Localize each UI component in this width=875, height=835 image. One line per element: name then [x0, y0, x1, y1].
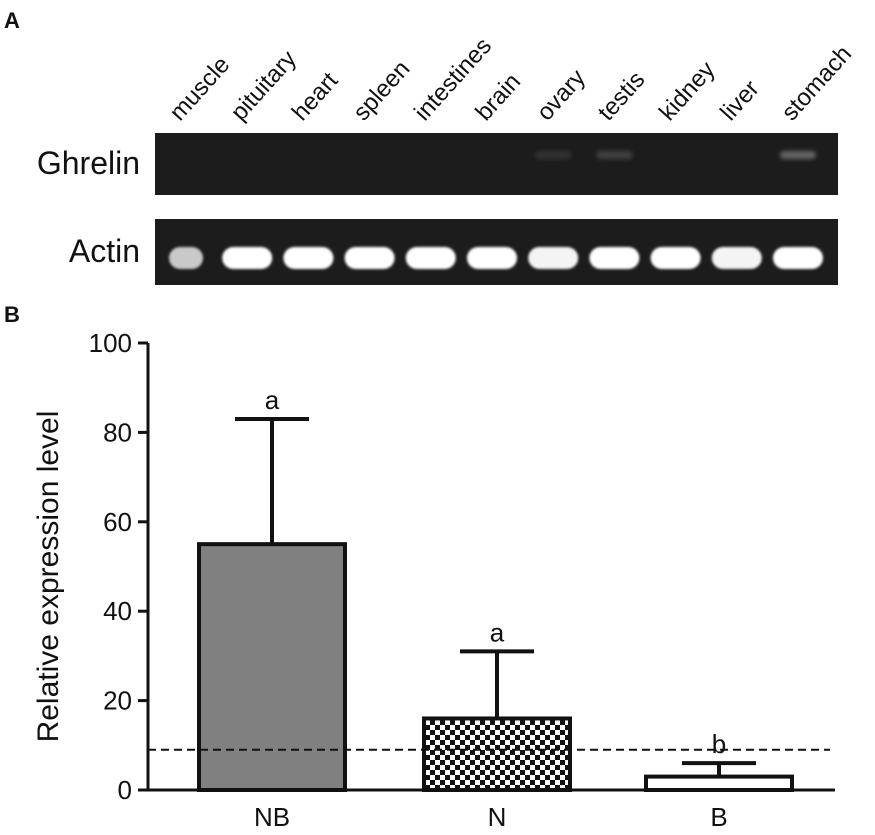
y-tick-label: 60	[103, 507, 132, 537]
lane-label: spleen	[348, 55, 415, 126]
x-tick-label: NB	[254, 802, 290, 832]
row-label: Ghrelin	[37, 145, 140, 181]
bar-b	[644, 774, 794, 793]
lane-label: brain	[470, 68, 526, 126]
bar-nb	[197, 542, 347, 793]
y-tick-label: 20	[103, 686, 132, 716]
panel-b-letter: B	[4, 302, 20, 327]
x-tick-label: B	[710, 802, 727, 832]
panel-a-letter: A	[4, 8, 20, 33]
lane-label: pituitary	[226, 45, 302, 126]
x-tick-label: N	[488, 802, 507, 832]
significance-label: a	[490, 617, 505, 647]
gel-band	[169, 247, 203, 269]
gel-band	[405, 247, 456, 269]
lane-label: kidney	[654, 56, 720, 126]
gel-band	[596, 151, 633, 159]
y-axis-label: Relative expression level	[32, 411, 65, 743]
gel-band	[283, 247, 334, 269]
gel-strip	[155, 133, 838, 195]
y-tick-label: 80	[103, 417, 132, 447]
lane-label: muscle	[164, 51, 235, 126]
gel-band	[650, 247, 701, 269]
gel-band	[467, 247, 517, 269]
y-tick-label: 0	[118, 775, 132, 805]
gel-band	[222, 247, 273, 269]
gel-band	[711, 247, 762, 269]
gel-band	[773, 247, 823, 269]
y-tick-label: 40	[103, 596, 132, 626]
row-label: Actin	[69, 233, 140, 269]
gel-band	[528, 247, 579, 269]
gel-band	[780, 151, 816, 159]
gel-band	[344, 247, 395, 269]
significance-label: a	[265, 385, 280, 415]
bar-n	[422, 716, 572, 792]
lane-label: heart	[287, 67, 344, 126]
lane-label: testis	[593, 66, 651, 126]
gel-band	[589, 247, 640, 269]
lane-label: liver	[715, 75, 765, 126]
lane-label: ovary	[532, 64, 591, 126]
y-tick-label: 100	[89, 328, 132, 358]
lane-label: stomach	[776, 41, 857, 126]
gel-band	[535, 151, 572, 159]
significance-label: b	[712, 729, 726, 759]
